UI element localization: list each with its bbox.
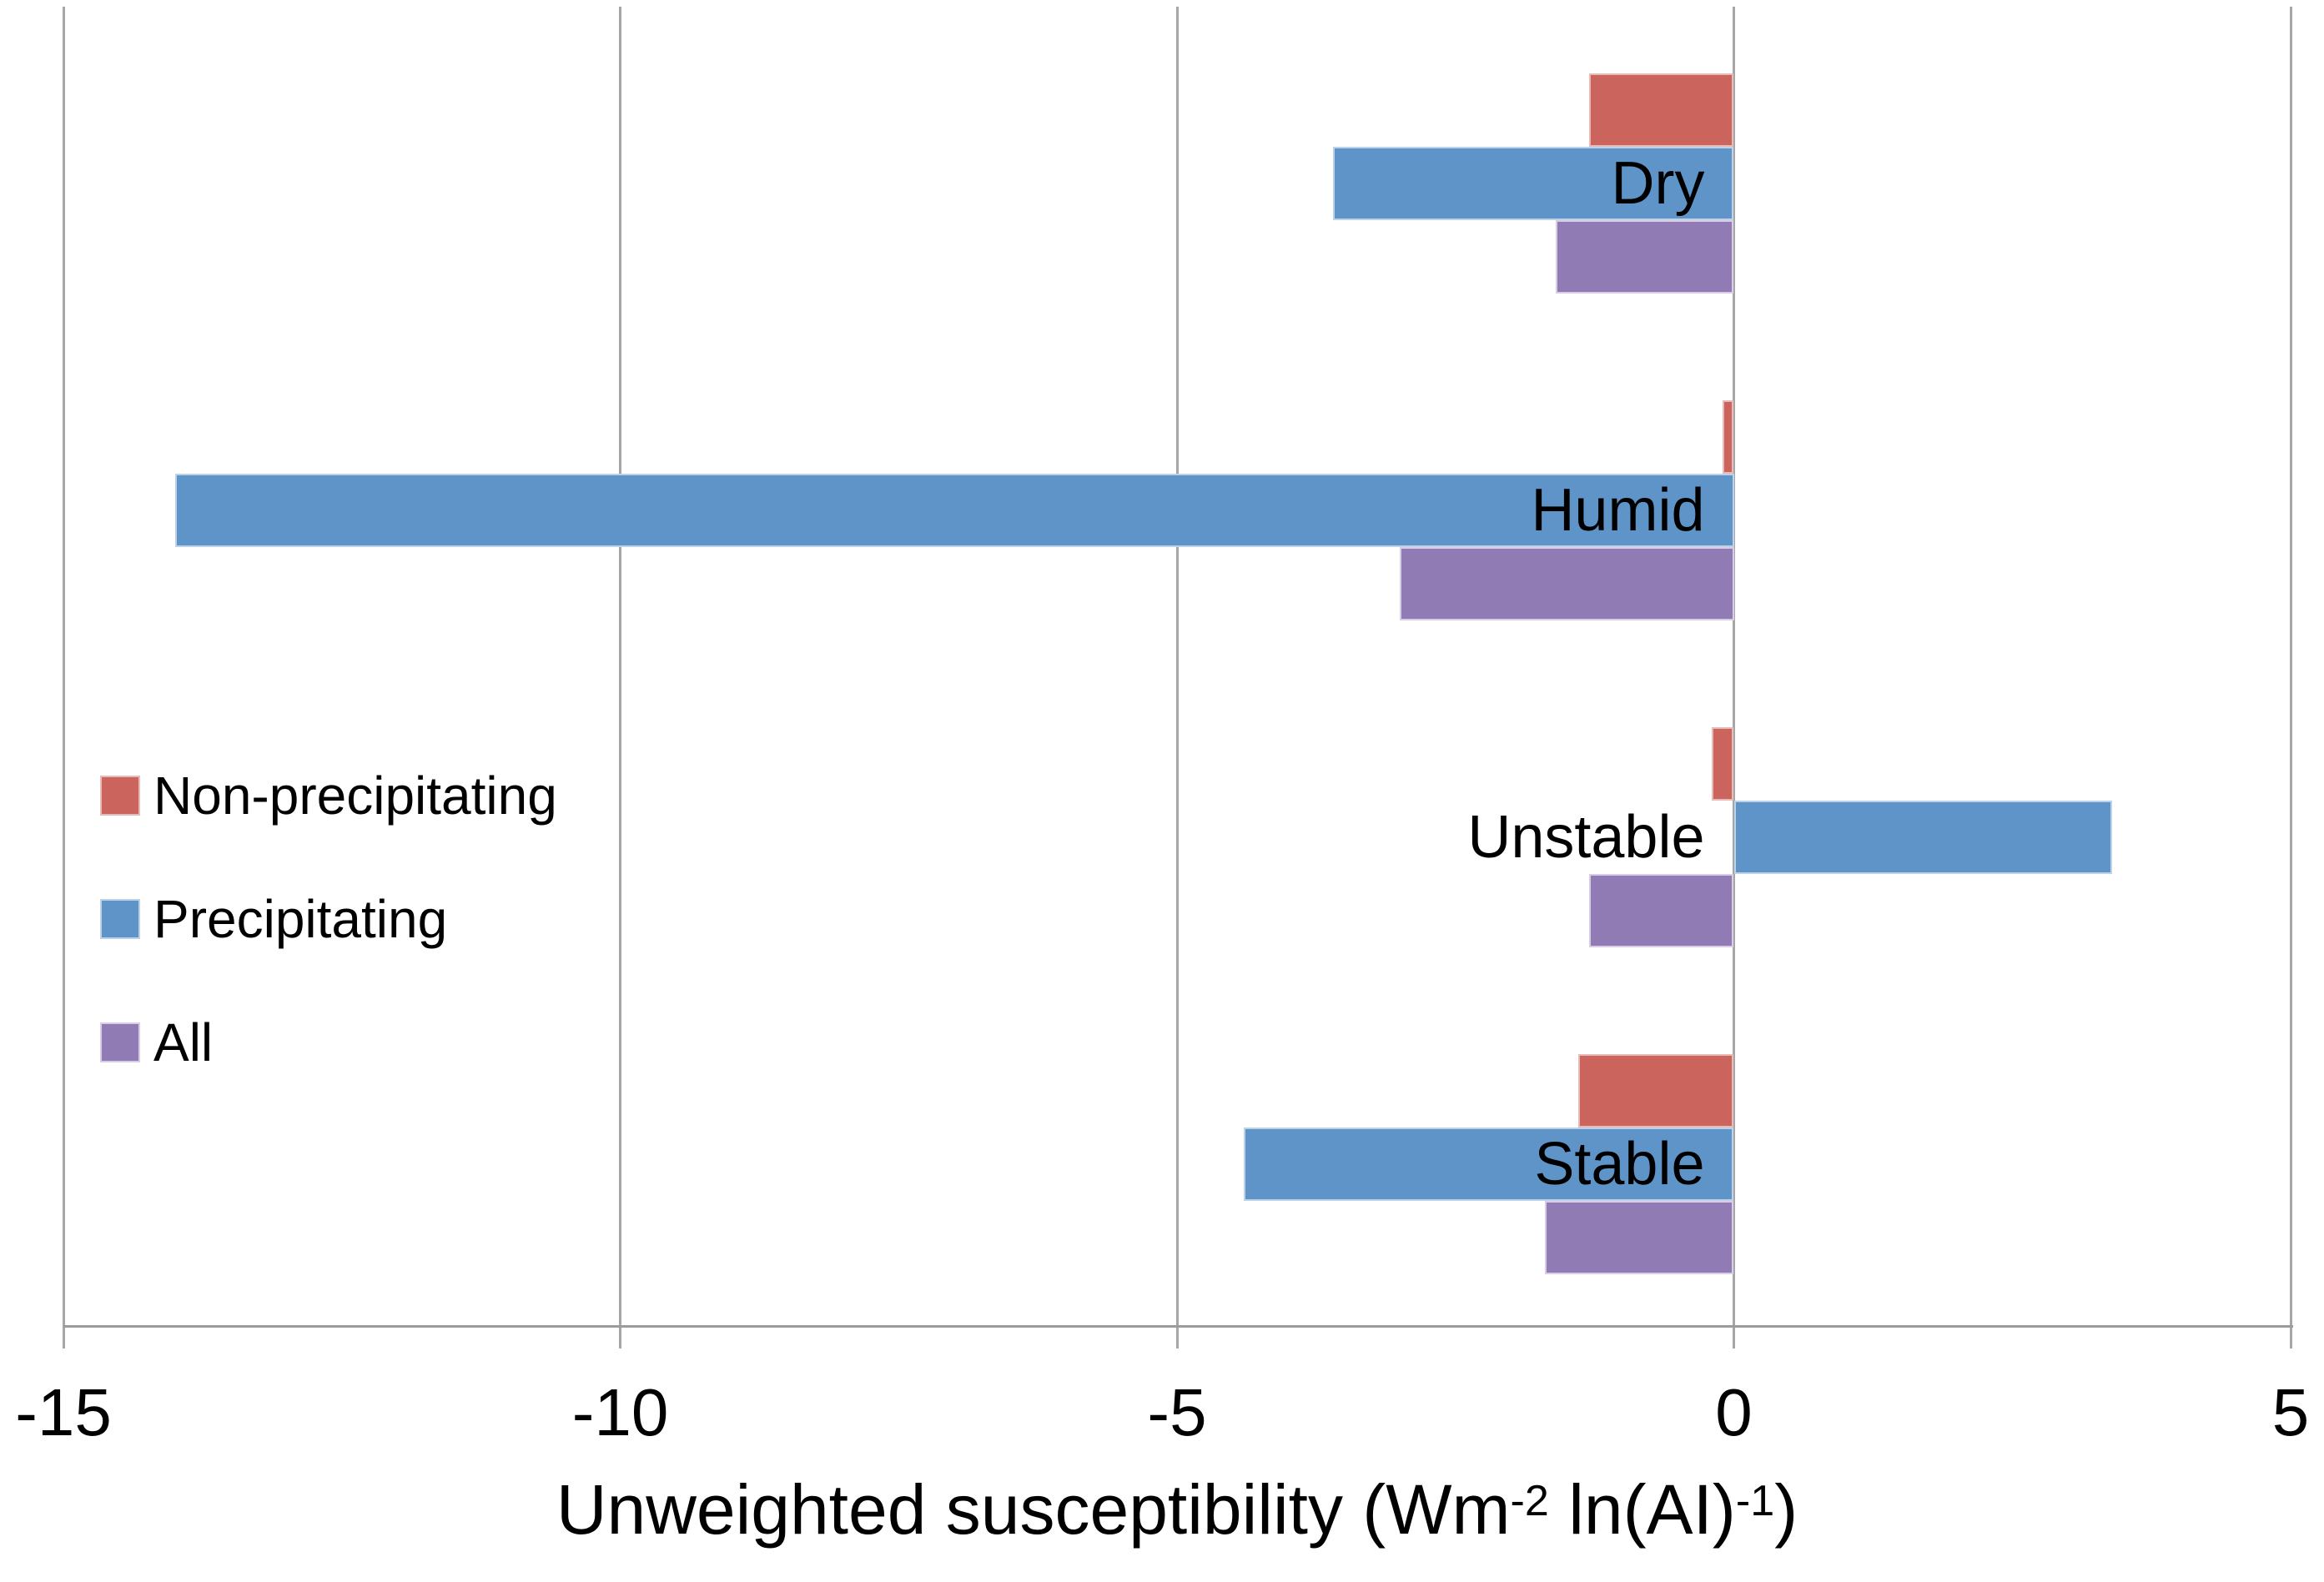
bar-all-humid: [1400, 547, 1734, 620]
x-gridline--15: [62, 7, 65, 1348]
legend-label-all: All: [153, 1012, 214, 1072]
legend-label-precipitating: Precipitating: [153, 889, 448, 949]
category-label-unstable: Unstable: [1467, 804, 1705, 871]
x-gridline-5: [2289, 7, 2292, 1348]
category-label-stable: Stable: [1534, 1131, 1705, 1198]
bar-all-stable: [1544, 1201, 1734, 1274]
legend-swatch-non-precipitating: [100, 776, 140, 816]
legend-swatch-all: [100, 1022, 140, 1062]
category-label-dry: Dry: [1611, 150, 1705, 217]
legend-item-non-precipitating: Non-precipitating: [100, 766, 557, 826]
bar-non-precipitating-stable: [1577, 1054, 1734, 1127]
x-axis-title-text: ln(AI): [1548, 1470, 1736, 1549]
legend-swatch-precipitating: [100, 899, 140, 939]
category-label-humid: Humid: [1531, 477, 1705, 544]
x-tick-label-5: 5: [2271, 1375, 2310, 1449]
x-axis-title-text: Unweighted susceptibility (Wm: [556, 1470, 1511, 1549]
x-gridline--5: [1175, 7, 1179, 1348]
bar-non-precipitating-humid: [1723, 400, 1734, 474]
bar-all-dry: [1555, 220, 1734, 294]
bar-all-unstable: [1588, 874, 1734, 947]
legend-item-precipitating: Precipitating: [100, 889, 557, 949]
bar-precipitating-dry: [1332, 147, 1734, 220]
x-axis-line: [63, 1325, 2293, 1328]
x-gridline-0: [1733, 7, 1735, 1348]
bar-non-precipitating-dry: [1588, 73, 1734, 147]
x-axis-title: Unweighted susceptibility (Wm-2 ln(AI)-1…: [63, 1469, 2291, 1550]
x-tick-label-0: 0: [1715, 1375, 1753, 1449]
bar-non-precipitating-unstable: [1711, 727, 1734, 801]
bar-precipitating-unstable: [1733, 801, 2113, 874]
x-axis-title-superscript: -1: [1735, 1477, 1775, 1526]
x-tick-label--15: -15: [15, 1375, 112, 1449]
legend-item-all: All: [100, 1012, 557, 1072]
legend-label-non-precipitating: Non-precipitating: [153, 766, 557, 826]
x-axis-title-superscript: -2: [1510, 1477, 1549, 1526]
x-axis-title-text: ): [1774, 1470, 1798, 1549]
x-gridline--10: [619, 7, 621, 1348]
bar-precipitating-humid: [174, 474, 1734, 547]
x-tick-label--5: -5: [1147, 1375, 1207, 1449]
bar-precipitating-stable: [1244, 1127, 1734, 1201]
x-tick-label--10: -10: [571, 1375, 669, 1449]
legend: Non-precipitating Precipitating All: [100, 766, 557, 1139]
